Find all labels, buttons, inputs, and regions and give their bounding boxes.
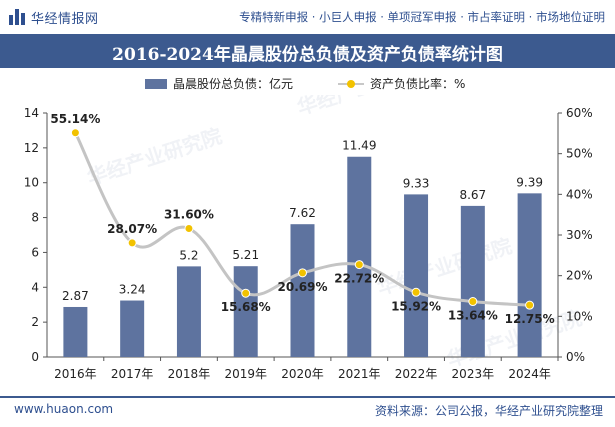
bar: [460, 205, 485, 357]
y-left-tick-label: 2: [31, 315, 39, 329]
x-tick-label: 2017年: [111, 367, 154, 381]
site-logo[interactable]: 华经情报网: [8, 7, 99, 27]
x-tick-label: 2016年: [54, 367, 97, 381]
top-links[interactable]: 专精特新申报 · 小巨人申报 · 单项冠军申报 · 市占率证明 · 市场地位证明: [239, 10, 605, 24]
bar-value-label: 3.24: [119, 283, 146, 297]
y-right-tick-label: 30%: [566, 228, 593, 242]
ratio-marker: [525, 300, 535, 310]
legend-line-swatch: [338, 78, 364, 90]
ratio-value-label: 15.68%: [221, 300, 271, 314]
x-tick-label: 2020年: [281, 367, 324, 381]
bar: [63, 306, 88, 357]
ratio-value-label: 13.64%: [448, 309, 498, 323]
y-right-tick-label: 0%: [566, 350, 585, 364]
watermark-text: 华经产业研究院: [84, 124, 225, 190]
y-right-tick-label: 20%: [566, 269, 593, 283]
x-tick-label: 2018年: [168, 367, 211, 381]
bar: [517, 193, 542, 357]
x-tick-label: 2024年: [508, 367, 551, 381]
ratio-value-label: 31.60%: [164, 207, 214, 221]
y-right-tick-label: 60%: [566, 106, 593, 120]
ratio-marker: [411, 287, 421, 297]
ratio-marker: [354, 260, 364, 270]
x-tick-label: 2021年: [338, 367, 381, 381]
bar-value-label: 5.2: [179, 248, 198, 262]
bar-value-label: 8.67: [459, 188, 486, 202]
ratio-marker: [298, 268, 307, 278]
bar-value-label: 11.49: [342, 139, 376, 153]
x-tick-label: 2019年: [224, 367, 267, 381]
bar: [347, 156, 372, 357]
bar: [120, 300, 145, 357]
legend-line-label: 资产负债比率：%: [370, 77, 466, 91]
footer-divider: [0, 396, 615, 398]
ratio-marker: [468, 297, 478, 307]
bar-value-label: 2.87: [62, 289, 89, 303]
footer-source: 资料来源：公司公报，华经产业研究院整理: [374, 404, 603, 418]
footer-url[interactable]: www.huaon.com: [14, 402, 114, 416]
y-right-tick-label: 10%: [566, 309, 593, 323]
site-name: 华经情报网: [31, 11, 99, 27]
legend-item-line: 资产负债比率：%: [338, 75, 465, 92]
x-tick-label: 2022年: [395, 367, 438, 381]
top-bar: 华经情报网 专精特新申报 · 小巨人申报 · 单项冠军申报 · 市占率证明 · …: [0, 0, 615, 34]
bar: [176, 266, 201, 357]
y-right-tick-label: 50%: [566, 147, 593, 161]
legend: 晶晨股份总负债：亿元 资产负债比率：%: [0, 75, 615, 93]
chart-title: 2016-2024年晶晨股份总负债及资产负债率统计图: [112, 45, 503, 65]
ratio-marker: [127, 238, 137, 248]
ratio-value-label: 12.75%: [505, 312, 555, 326]
ratio-value-label: 22.72%: [334, 272, 384, 286]
y-left-tick-label: 10: [24, 176, 39, 190]
legend-bar-label: 晶晨股份总负债：亿元: [173, 77, 294, 91]
y-left-tick-label: 4: [31, 280, 39, 294]
legend-item-bar: 晶晨股份总负债：亿元: [145, 75, 293, 92]
watermark-text: 华经产业研究院: [374, 234, 515, 300]
bar-value-label: 9.33: [403, 176, 430, 190]
bar-value-label: 9.39: [516, 175, 543, 189]
y-left-tick-label: 12: [24, 141, 39, 155]
ratio-value-label: 28.07%: [107, 222, 157, 236]
y-left-tick-label: 0: [31, 350, 39, 364]
bar-value-label: 7.62: [289, 206, 316, 220]
y-left-tick-label: 6: [31, 245, 39, 259]
chart-area: 华经产业研究院华经产业研究院华经产业研究院华经产业研究院024681012140…: [24, 95, 593, 381]
bar: [233, 266, 258, 357]
bar: [290, 224, 315, 357]
ratio-value-label: 55.14%: [50, 112, 100, 126]
x-tick-label: 2023年: [452, 367, 495, 381]
ratio-marker: [184, 223, 194, 233]
bar-value-label: 5.21: [232, 248, 259, 262]
ratio-value-label: 15.92%: [391, 299, 441, 313]
bar-chart-logo-icon: [8, 8, 26, 26]
y-right-tick-label: 40%: [566, 187, 593, 201]
ratio-marker: [70, 128, 80, 138]
y-left-tick-label: 8: [31, 211, 39, 225]
legend-bar-swatch: [145, 78, 167, 89]
bar: [404, 194, 429, 357]
ratio-marker: [241, 288, 251, 298]
watermark-text: 华经产业研究院: [294, 95, 435, 120]
title-bar: 2016-2024年晶晨股份总负债及资产负债率统计图: [0, 34, 615, 68]
ratio-value-label: 20.69%: [278, 280, 328, 294]
y-left-tick-label: 14: [24, 106, 39, 120]
